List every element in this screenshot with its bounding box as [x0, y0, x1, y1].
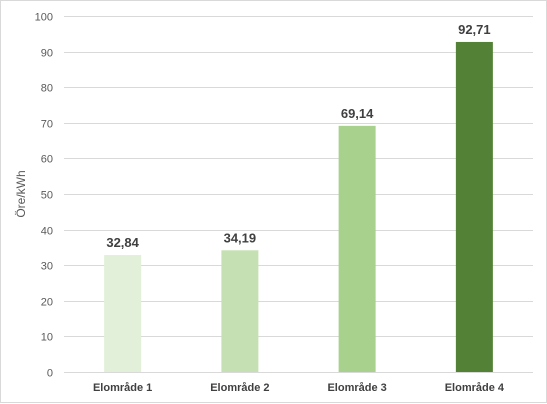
gridlines — [64, 16, 533, 373]
y-tick-label: 50 — [41, 190, 53, 202]
x-category-label: Elområde 2 — [210, 382, 269, 394]
y-tick-label: 80 — [41, 83, 53, 95]
x-category-label: Elområde 4 — [445, 382, 505, 394]
y-tick-label: 70 — [41, 119, 53, 131]
y-tick-label: 90 — [41, 48, 53, 60]
y-axis-title: Öre/kWh — [14, 170, 28, 217]
y-axis-ticks: 0 10 20 30 40 50 60 70 80 90 100 — [35, 12, 53, 380]
y-tick-label: 0 — [47, 368, 53, 380]
data-label: 32,84 — [106, 235, 139, 250]
x-category-label: Elområde 3 — [327, 382, 386, 394]
y-tick-label: 30 — [41, 261, 53, 273]
y-tick-label: 40 — [41, 226, 53, 238]
bar — [455, 41, 493, 373]
bar — [104, 255, 142, 372]
bar — [338, 125, 376, 372]
data-label: 69,14 — [341, 106, 374, 121]
data-label: 34,19 — [224, 230, 257, 245]
y-tick-label: 60 — [41, 154, 53, 166]
x-category-label: Elområde 1 — [93, 382, 152, 394]
bar — [221, 250, 259, 372]
data-labels: 32,84 34,19 69,14 92,71 — [106, 22, 490, 250]
y-tick-label: 100 — [35, 12, 53, 24]
y-tick-label: 20 — [41, 297, 53, 309]
data-label: 92,71 — [458, 22, 491, 37]
y-tick-label: 10 — [41, 332, 53, 344]
bars — [104, 41, 493, 373]
x-axis-categories: Elområde 1 Elområde 2 Elområde 3 Elområde 4 — [93, 382, 505, 394]
